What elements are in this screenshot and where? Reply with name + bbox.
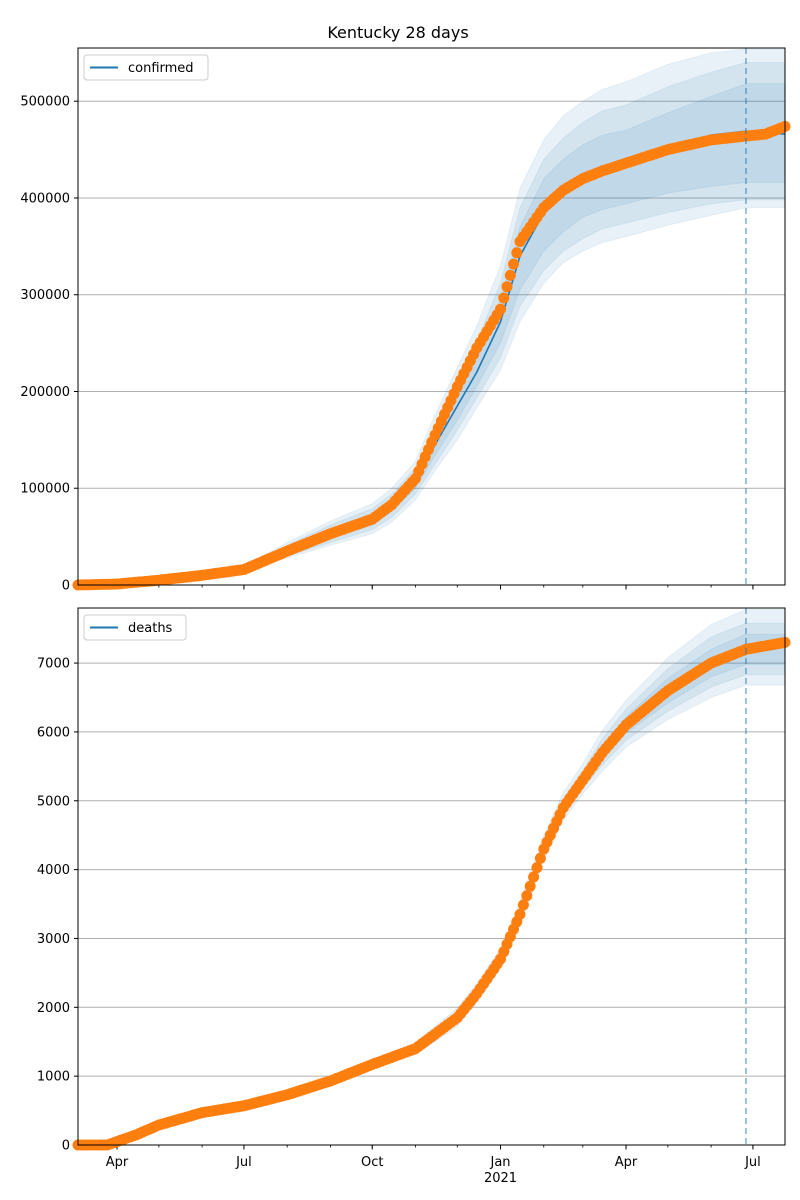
legend-box [83,614,187,641]
observed-point [521,890,533,902]
y-tick-label: 400000 [20,191,70,206]
observed-point [528,871,540,883]
deaths-panel: 0 1000 2000 3000 4000 5000 6000 7000 deaths [37,607,791,1154]
y-tick-label: 0 [62,579,70,594]
confirmed-panel: 0 100000 200000 300000 400000 500000 confirmed [20,47,791,594]
x-tick-label: Jul [744,1155,761,1170]
y-tick-label: 500000 [20,95,70,110]
legend-label: deaths [128,621,173,636]
legend-box [83,54,209,81]
observed-points [72,636,791,1151]
legend: confirmed [83,54,209,81]
observed-point [508,258,519,270]
y-tick-label: 200000 [20,385,70,400]
y-tick-label: 5000 [37,794,70,809]
observed-point [531,862,543,874]
y-tick-label: 300000 [20,288,70,303]
observed-point [511,247,523,259]
y-tick-label: 0 [62,1139,70,1154]
x-tick-label: Jan [490,1155,511,1170]
observed-point [514,908,526,920]
axes-frame [77,607,786,1146]
axes-frame [77,47,786,586]
chart-title: Kentucky 28 days [327,23,468,42]
y-tick-label: 6000 [37,725,70,740]
y-tick-label: 7000 [37,657,70,672]
y-tick-label: 4000 [37,863,70,878]
x-tick-label: Apr [106,1155,129,1170]
legend: deaths [83,614,187,641]
legend-label: confirmed [128,61,194,76]
observed-point [504,269,516,281]
x-tick-label: Apr [615,1155,638,1170]
y-tick-label: 2000 [37,1001,70,1016]
observed-point [534,852,546,864]
observed-point [517,899,529,911]
x-tick-label: Jul [235,1155,252,1170]
x-tick-label: Oct [361,1155,383,1170]
x-tick-sublabel: 2021 [484,1171,517,1186]
observed-point [495,303,506,315]
observed-point [524,880,536,892]
observed-points [72,120,791,591]
observed-point [501,281,513,293]
y-tick-label: 1000 [37,1070,70,1085]
y-tick-label: 3000 [37,932,70,947]
y-tick-label: 100000 [20,482,70,497]
observed-point [498,292,510,304]
